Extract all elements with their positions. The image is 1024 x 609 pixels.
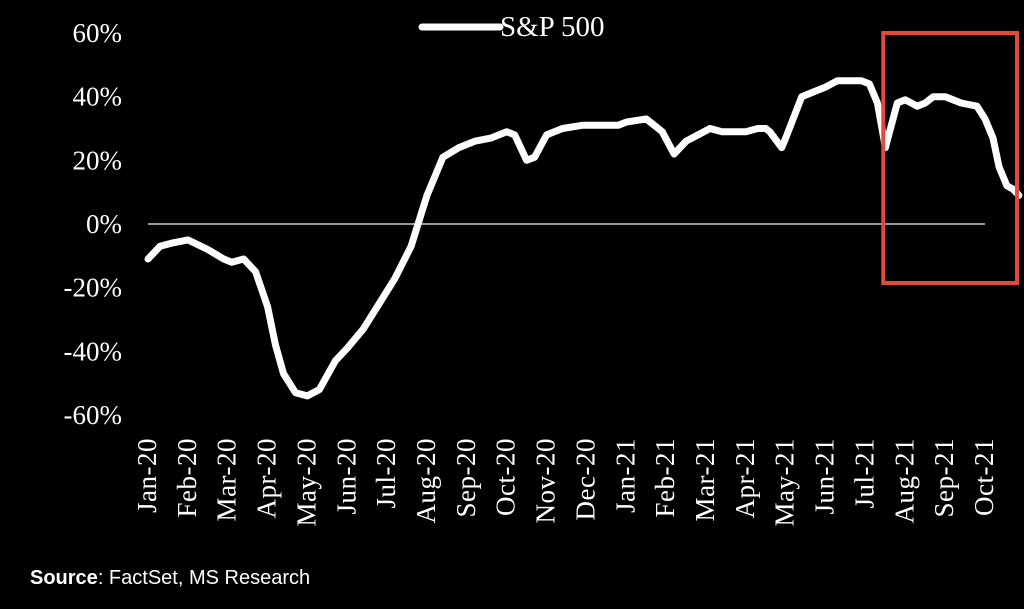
x-tick-label: Oct-21 [969,438,999,516]
y-tick-label: 60% [73,18,123,48]
x-tick-label: Oct-20 [491,438,521,516]
sp500-series-line [144,77,1023,400]
x-tick-label: Jul-20 [371,438,401,509]
x-tick-label: May-20 [291,438,321,526]
x-tick-label: Aug-20 [411,438,441,524]
x-tick-label: Dec-20 [570,438,600,520]
legend-label: S&P 500 [500,11,605,43]
x-tick-label: Jun-20 [331,438,361,515]
y-tick-label: -40% [64,336,122,366]
x-tick-label: Jan-21 [610,438,640,513]
highlight-box [881,31,1019,285]
y-tick-label: 20% [73,145,123,175]
x-tick-label: Apr-20 [252,438,282,518]
legend: S&P 500 [418,11,605,43]
y-tick-label: -60% [64,400,122,430]
y-axis-ticks: 60% 40% 20% 0% -20% -40% -60% [64,18,122,430]
y-tick-label: -20% [64,273,122,303]
y-tick-label: 40% [73,82,123,112]
x-axis-ticks: Jan-20 Feb-20 Mar-20 Apr-20 May-20 Jun-20 Jul-… [132,438,999,526]
x-tick-label: Sep-20 [451,438,481,518]
x-tick-label: Feb-20 [172,438,202,518]
x-tick-label: May-21 [770,438,800,526]
x-tick-label: Jan-20 [132,438,162,513]
x-tick-label: Sep-21 [929,438,959,518]
x-tick-label: Jul-21 [849,438,879,509]
x-tick-label: Nov-20 [531,438,561,524]
x-tick-label: Apr-21 [730,438,760,518]
x-tick-label: Mar-21 [690,438,720,521]
source-label: Source [30,567,98,589]
source-note: Source: FactSet, MS Research [30,567,310,590]
x-tick-label: Jun-21 [810,438,840,515]
source-text: : FactSet, MS Research [97,567,311,589]
y-tick-label: 0% [86,209,122,239]
x-tick-label: Aug-21 [889,438,919,524]
x-tick-label: Mar-20 [212,438,242,521]
x-tick-label: Feb-21 [650,438,680,518]
